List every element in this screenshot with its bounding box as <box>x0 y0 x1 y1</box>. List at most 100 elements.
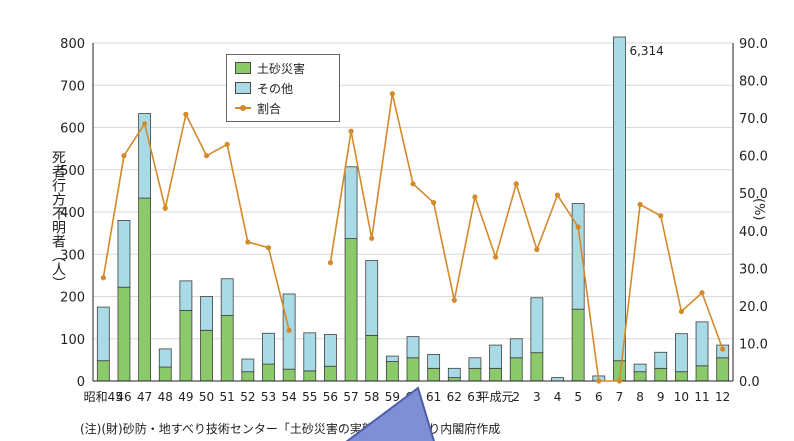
bar-sediment <box>200 329 213 382</box>
y2-tick-label: 40.0 <box>739 225 768 240</box>
bar-sediment <box>695 365 709 382</box>
ratio-point <box>348 128 354 134</box>
y-tick-label: 0 <box>77 375 85 390</box>
ratio-point <box>575 224 581 230</box>
y2-tick-label: 60.0 <box>739 150 768 165</box>
y2-tick-label: 0.0 <box>739 375 760 390</box>
x-tick-label: 56 <box>323 390 338 404</box>
x-tick-label: 60 <box>405 390 420 404</box>
bar-sediment <box>633 371 647 382</box>
bar-other <box>654 351 668 369</box>
bar-other <box>427 353 441 369</box>
ratio-point <box>451 297 457 303</box>
ratio-point <box>224 141 230 147</box>
bar-other <box>509 338 523 359</box>
ratio-point <box>720 346 726 352</box>
y2-tick-label: 50.0 <box>739 187 768 202</box>
bar-other <box>262 332 275 365</box>
bar-other <box>530 297 544 354</box>
y-axis-title: 死者行方不明者（人） <box>50 150 66 290</box>
bar-other <box>303 332 317 372</box>
x-tick-label: 12 <box>715 390 730 404</box>
bar-sediment <box>530 352 544 382</box>
x-tick-label: 10 <box>674 390 689 404</box>
x-tick-label: 50 <box>199 390 214 404</box>
bar-sediment <box>365 334 379 382</box>
bar-other <box>344 166 358 240</box>
ratio-point <box>369 235 375 241</box>
bar-other <box>695 321 709 367</box>
x-tick-label: 9 <box>657 390 665 404</box>
axes <box>92 43 734 382</box>
y2-tick-label: 70.0 <box>739 112 768 127</box>
y-tick-label: 700 <box>60 79 85 94</box>
ratio-point <box>162 205 168 211</box>
bar-sediment <box>674 371 688 382</box>
y-tick-label: 300 <box>60 248 85 263</box>
ratio-line-segment <box>102 111 290 331</box>
ratio-point <box>534 246 540 253</box>
bar-other <box>158 348 172 368</box>
bar-other <box>489 344 502 369</box>
ratio-point <box>513 181 519 187</box>
x-tick-label: 6 <box>595 390 603 404</box>
bars <box>96 36 730 382</box>
x-tick-label: 5 <box>574 390 582 404</box>
ratio-point <box>492 254 499 260</box>
bar-other <box>613 36 626 362</box>
x-tick-label: 7 <box>616 390 624 404</box>
legend-item-other: その他 <box>235 79 293 97</box>
ratio-point <box>389 91 395 97</box>
ratio-point <box>100 275 106 281</box>
ratio-point <box>410 181 416 187</box>
x-tick-label: 55 <box>302 390 317 404</box>
bar-sediment <box>716 357 730 382</box>
y-tick-label: 100 <box>60 333 85 348</box>
bar-other <box>241 358 255 373</box>
legend-item-sediment: 土砂災害 <box>235 59 305 77</box>
bar-sediment <box>179 310 193 382</box>
ratio-point <box>265 245 272 251</box>
bar-other <box>96 306 110 362</box>
bar-sediment <box>117 286 131 382</box>
legend-swatch-sediment <box>235 62 251 74</box>
y2-tick-label: 90.0 <box>739 37 768 52</box>
bar-sediment <box>406 357 420 382</box>
x-tick-label: 48 <box>158 390 173 404</box>
y2-tick-label: 20.0 <box>739 300 768 315</box>
x-tick-label: 58 <box>364 390 379 404</box>
ratio-point <box>327 260 334 266</box>
bar-sediment <box>468 367 482 382</box>
bar-other <box>324 334 337 367</box>
legend-swatch-other <box>235 82 251 94</box>
bar-sediment <box>282 368 296 382</box>
ratio-point <box>121 153 127 159</box>
ratio-point <box>596 378 602 384</box>
ratio-line-segment <box>329 93 724 382</box>
bar-sediment <box>220 315 234 382</box>
bar-sediment <box>303 370 317 382</box>
grid <box>93 42 733 340</box>
ratio-point <box>203 153 210 159</box>
ratio-point <box>699 290 705 296</box>
x-tick-label: 3 <box>533 390 541 404</box>
ratio-line <box>100 91 726 384</box>
bar-other <box>117 220 131 288</box>
ratio-point <box>245 239 251 245</box>
legend: 土砂災害 その他 割合 <box>226 54 340 122</box>
x-tick-label: 2 <box>512 390 520 404</box>
y-tick-label: 800 <box>60 37 85 52</box>
y-tick-label: 400 <box>60 206 85 221</box>
ratio-point <box>554 192 561 198</box>
x-tick-label: 4 <box>554 390 562 404</box>
bar-other <box>385 355 399 362</box>
bar-other <box>674 333 688 373</box>
legend-item-ratio: 割合 <box>235 99 281 117</box>
bar-sediment <box>138 197 152 382</box>
x-tick-label: 平成元 <box>478 390 514 404</box>
x-tick-label: 51 <box>220 390 235 404</box>
legend-label-sediment: 土砂災害 <box>257 61 306 76</box>
bar-other <box>179 280 193 311</box>
